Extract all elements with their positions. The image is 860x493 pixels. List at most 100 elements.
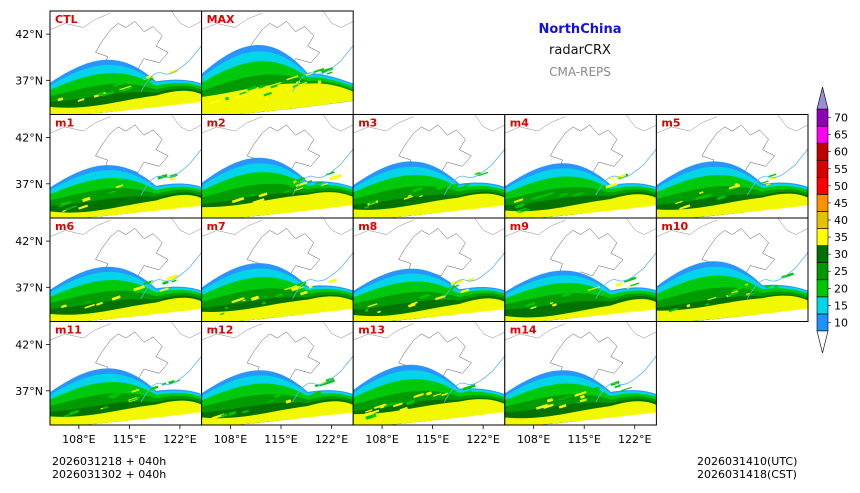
echo-cell — [315, 181, 323, 186]
chart-subtitle: CMA-REPS — [549, 65, 611, 79]
echo-cell — [78, 204, 88, 210]
echo-cell — [516, 207, 527, 213]
map-outer-border — [353, 218, 505, 237]
colorbar-label: 20 — [834, 282, 848, 295]
panel-label: m11 — [55, 324, 82, 337]
echo-cell — [58, 212, 63, 216]
panel-frame — [655, 217, 809, 322]
coastline — [140, 355, 202, 403]
echo-cell — [559, 192, 568, 197]
panel-m11: m11 — [49, 321, 203, 426]
echo-cell — [717, 195, 727, 201]
echo-cell — [323, 379, 335, 386]
colorbar-segment-15 — [816, 296, 829, 315]
echo-cell — [169, 177, 176, 181]
colorbar-segment-30 — [816, 245, 829, 263]
panel-label: m9 — [510, 220, 529, 233]
colorbar-label: 40 — [834, 214, 848, 227]
echo-cell — [551, 303, 557, 307]
echo-cell — [368, 200, 377, 205]
x-tick-label: 122°E — [163, 433, 196, 446]
echo-cell — [739, 182, 749, 189]
province-border — [549, 124, 624, 177]
echo-cell — [614, 384, 621, 389]
echo-cell — [407, 194, 412, 197]
echo-cell — [408, 302, 416, 308]
echo-cell — [513, 198, 524, 204]
echo-cell — [221, 413, 228, 418]
echo-band-35 — [50, 400, 202, 425]
echo-cell — [596, 387, 601, 391]
colorbar-segment-70 — [816, 108, 829, 127]
province-border — [95, 228, 169, 281]
init-time-block: 2026031218 + 040h 2026031302 + 040h — [52, 455, 166, 481]
panel-label: CTL — [55, 13, 78, 26]
echo-cell — [675, 200, 683, 205]
echo-cell — [426, 391, 432, 396]
coastline — [595, 251, 657, 299]
echo-cell — [558, 404, 567, 409]
panel-label: m5 — [661, 117, 680, 130]
echo-cell — [702, 193, 712, 199]
y-tick-label: 42°N — [15, 235, 43, 248]
panel-m4: m4 — [504, 114, 657, 219]
echo-cell — [143, 280, 154, 286]
province-border — [246, 331, 321, 384]
colorbar-label: 25 — [834, 265, 848, 278]
coastline — [140, 251, 202, 299]
province-border — [701, 124, 775, 177]
map-outer-border — [201, 114, 354, 134]
echo-cell — [111, 295, 121, 301]
coastline — [140, 44, 202, 92]
echo-cell — [328, 278, 338, 284]
panel-m3: m3 — [352, 114, 506, 219]
echo-cell — [289, 181, 302, 188]
coastline — [595, 148, 657, 196]
map-outer-border — [201, 11, 354, 30]
echo-cell — [765, 284, 773, 289]
echo-cell — [146, 75, 153, 79]
echo-cell — [383, 401, 397, 408]
echo-cell — [250, 193, 255, 197]
echo-band-35 — [656, 295, 808, 322]
coastline — [292, 148, 354, 196]
echo-cell — [365, 413, 377, 420]
panel-m8: m8 — [352, 217, 506, 322]
echo-cell — [477, 171, 489, 177]
x-tick-label: 122°E — [618, 433, 651, 446]
echo-cell — [284, 285, 296, 291]
echo-cell — [413, 392, 424, 399]
echo-cell — [141, 77, 154, 84]
echo-cell — [253, 296, 259, 301]
echo-cell — [561, 291, 572, 298]
x-tick-label: 122°E — [466, 433, 499, 446]
echo-cell — [412, 186, 423, 193]
panel-m9: m9 — [504, 217, 657, 322]
echo-band-35 — [504, 194, 657, 218]
echo-cell — [231, 297, 245, 304]
echo-cell — [586, 386, 599, 392]
panel-m6: m6 — [49, 217, 203, 322]
echo-cell — [518, 208, 531, 214]
echo-cell — [119, 85, 132, 91]
echo-cell — [166, 274, 179, 281]
panel-label: m13 — [358, 324, 385, 337]
panel-m14: m14 — [504, 321, 657, 426]
echo-cell — [301, 81, 308, 85]
echo-cell — [699, 191, 704, 195]
echo-cell — [84, 300, 92, 304]
echo-cell — [543, 403, 554, 409]
chart-title: NorthChina — [538, 22, 622, 37]
echo-band-35 — [504, 401, 657, 425]
province-border — [549, 228, 624, 281]
echo-cell — [450, 278, 464, 286]
echo-cell — [326, 71, 333, 75]
colorbar-label: 30 — [834, 248, 848, 261]
panel-m7: m7 — [201, 217, 354, 322]
echo-cell — [464, 390, 472, 395]
map-outer-border — [504, 114, 657, 134]
map-outer-border — [656, 114, 809, 134]
panel-label: m3 — [358, 117, 377, 130]
echo-cell — [242, 299, 246, 302]
echo-cell — [224, 306, 229, 310]
